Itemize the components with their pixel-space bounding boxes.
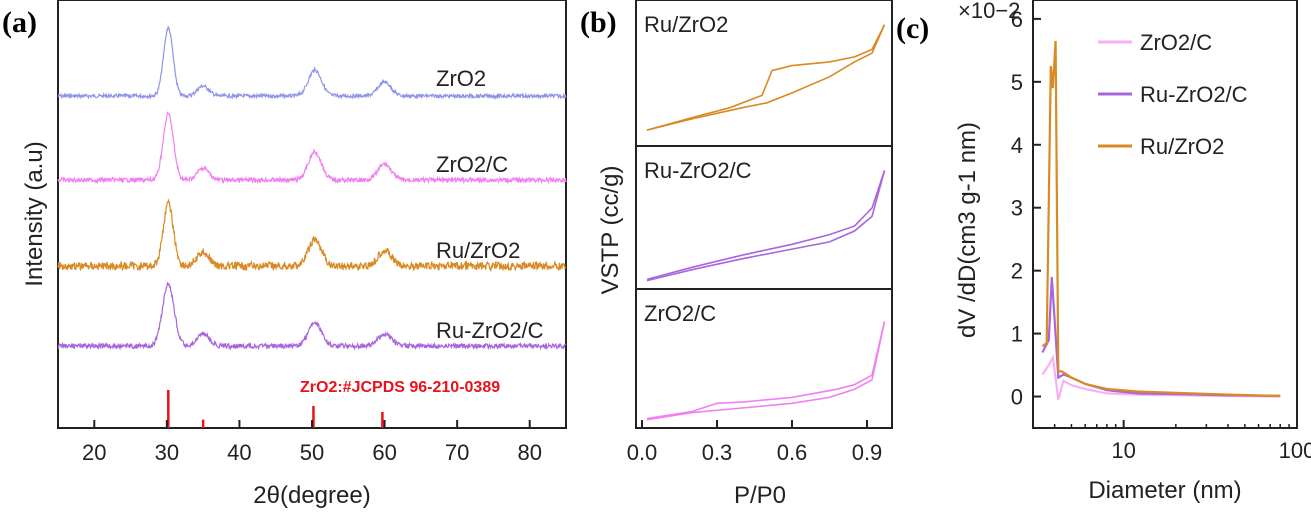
x-tick-label: 0.3 [702, 440, 733, 465]
legend-label: Ru/ZrO2 [1140, 134, 1224, 159]
reference-label: ZrO2:#JCPDS 96-210-0389 [300, 379, 500, 396]
panel-a-label: (a) [2, 6, 37, 39]
xrd-pattern [57, 25, 567, 101]
series-label: ZrO2 [436, 66, 486, 91]
series-label: ZrO2/C [436, 152, 508, 177]
y-tick-label: 5 [1011, 70, 1023, 95]
series-label: Ru-ZrO2/C [436, 318, 544, 343]
adsorption-branch [646, 24, 886, 131]
y-tick-label: 6 [1011, 7, 1023, 32]
xrd-pattern [57, 282, 567, 351]
desorption-branch [646, 321, 886, 420]
panel-b-y-label: VSTP (cc/g) [597, 166, 624, 295]
desorption-branch [646, 170, 886, 281]
x-tick-label: 40 [227, 440, 251, 465]
x-tick-label: 10 [1111, 438, 1135, 463]
subplot-label: ZrO2/C [644, 301, 716, 326]
y-tick-label: 3 [1011, 196, 1023, 221]
panel-c-y-ticks: 0 1 2 3 4 5 6 [1011, 7, 1041, 410]
pore-size-curve [1041, 276, 1281, 397]
x-tick-label: 50 [300, 440, 324, 465]
panel-c-label: (c) [896, 12, 929, 45]
xrd-pattern [57, 198, 567, 273]
y-tick-label: 2 [1011, 259, 1023, 284]
x-tick-label: 0.9 [852, 440, 883, 465]
panel-a-x-ticks: 20 30 40 50 60 70 80 [82, 420, 542, 465]
adsorption-branch [646, 321, 886, 421]
panel-b-isotherms: Ru/ZrO2 Ru-ZrO2/C ZrO2/C [644, 12, 886, 421]
x-tick-label: 0.6 [777, 440, 808, 465]
x-tick-label: 0.0 [627, 440, 658, 465]
panel-c-x-ticks: 10 100 [1053, 420, 1311, 463]
subplot-label: Ru-ZrO2/C [644, 158, 752, 183]
y-tick-label: 4 [1011, 133, 1023, 158]
x-tick-label: 70 [445, 440, 469, 465]
y-tick-label: 1 [1011, 322, 1023, 347]
adsorption-branch [646, 170, 886, 282]
panel-b-x-label: P/P0 [734, 482, 786, 509]
xrd-pattern [57, 111, 567, 185]
legend-label: Ru-ZrO2/C [1140, 82, 1248, 107]
panel-b-x-ticks: 0.0 0.3 0.6 0.9 [627, 420, 883, 465]
panel-c-frame [1032, 0, 1298, 429]
panel-c-series [1041, 40, 1281, 400]
panel-a: (a) ZrO2 ZrO2/C Ru/ZrO2 Ru-ZrO2/C ZrO2:#JCP… [2, 0, 567, 509]
x-tick-label: 60 [372, 440, 396, 465]
panel-c: (c) ×10−2 0 1 2 3 4 5 6 10 100 ZrO2/C Ru-ZrO2/C R… [896, 0, 1311, 504]
panel-a-series: ZrO2 ZrO2/C Ru/ZrO2 Ru-ZrO2/C [57, 25, 567, 351]
x-tick-label: 80 [517, 440, 541, 465]
pore-size-curve [1041, 40, 1281, 397]
y-tick-label: 0 [1011, 385, 1023, 410]
x-tick-label: 20 [82, 440, 106, 465]
panel-a-x-label: 2θ(degree) [253, 482, 370, 509]
series-label: Ru/ZrO2 [436, 238, 520, 263]
panel-b-label: (b) [580, 6, 617, 39]
panel-a-frame [57, 0, 567, 429]
pore-size-curve [1041, 353, 1281, 400]
x-tick-label: 30 [155, 440, 179, 465]
desorption-branch [646, 24, 886, 131]
panel-b-frame [635, 0, 893, 429]
x-tick-label: 100 [1279, 438, 1311, 463]
panel-c-x-label: Diameter (nm) [1088, 477, 1241, 504]
panel-c-y-label: dV /dD(cm3 g-1 nm) [954, 122, 981, 338]
panel-c-legend: ZrO2/C Ru-ZrO2/C Ru/ZrO2 [1098, 30, 1248, 159]
panel-a-reference [167, 390, 384, 428]
subplot-label: Ru/ZrO2 [644, 12, 728, 37]
legend-label: ZrO2/C [1140, 30, 1212, 55]
panel-c-scale-label: ×10−2 [958, 0, 1020, 23]
panel-a-y-label: Intensity (a.u) [21, 141, 48, 286]
